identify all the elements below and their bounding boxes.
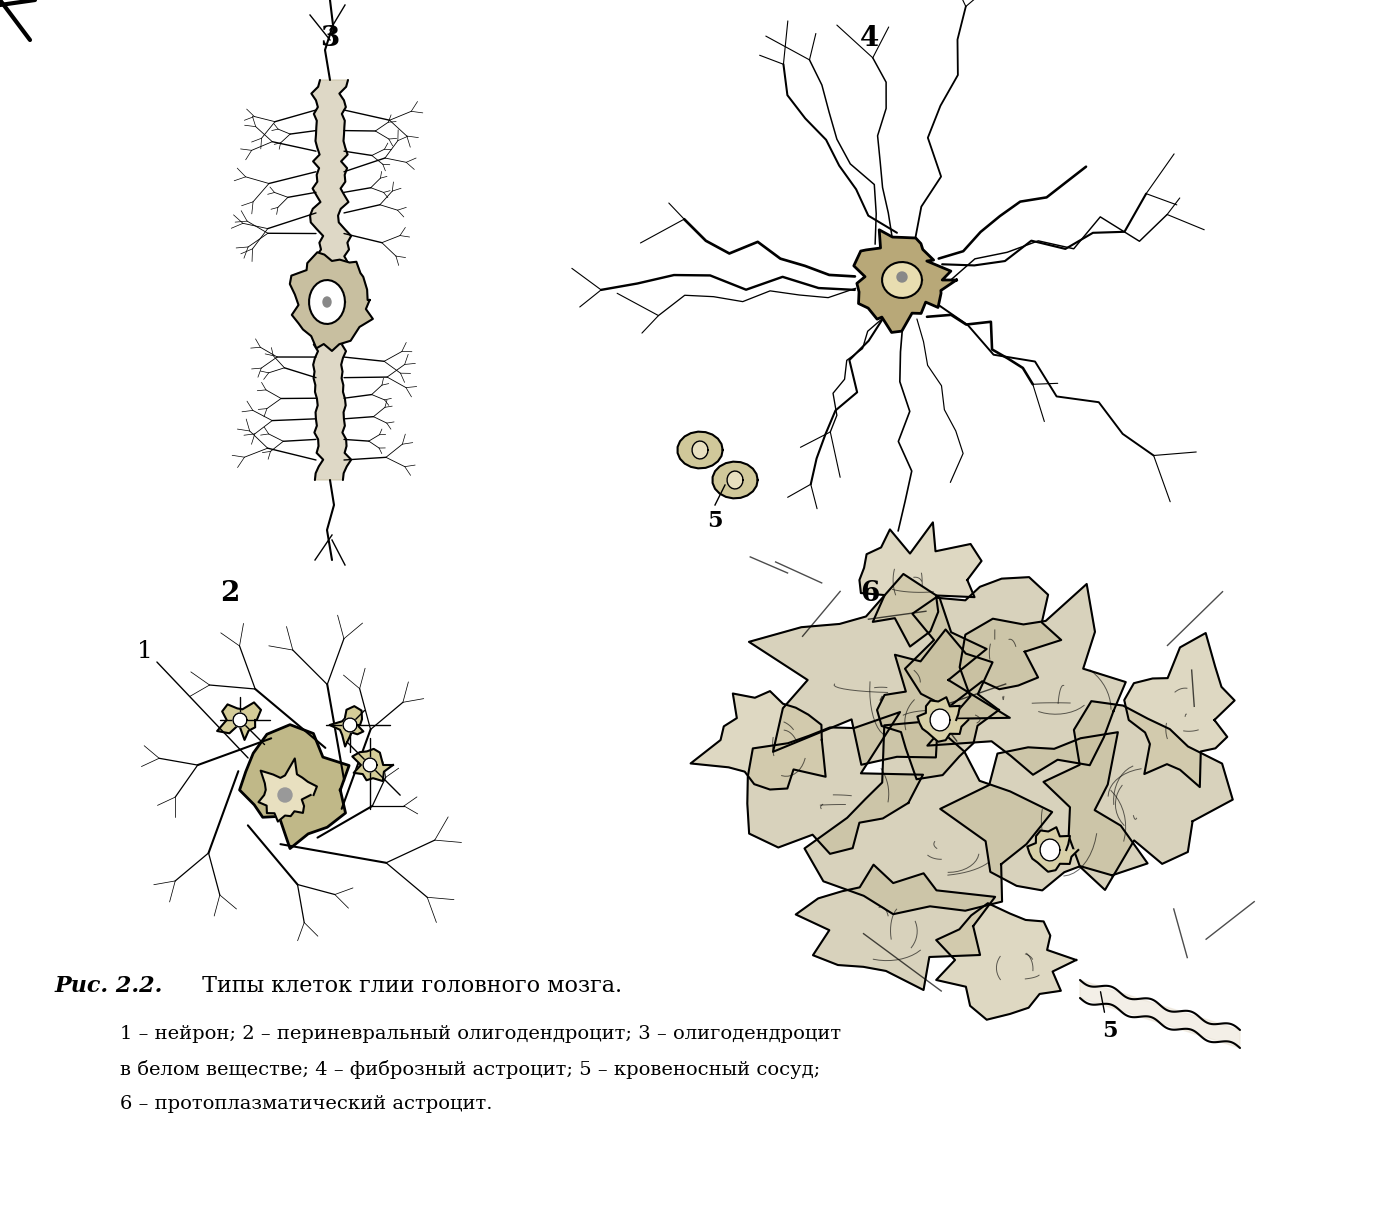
Text: в белом веществе; 4 – фиброзный астроцит; 5 – кровеносный сосуд;: в белом веществе; 4 – фиброзный астроцит…: [119, 1060, 820, 1079]
Polygon shape: [353, 748, 393, 781]
Text: 6 – протоплазматический астроцит.: 6 – протоплазматический астроцит.: [119, 1095, 493, 1113]
Polygon shape: [364, 758, 378, 771]
Polygon shape: [233, 713, 247, 727]
Polygon shape: [883, 262, 922, 298]
Polygon shape: [727, 471, 743, 489]
Polygon shape: [310, 280, 346, 323]
Polygon shape: [854, 229, 956, 332]
Polygon shape: [240, 724, 350, 849]
Polygon shape: [930, 709, 949, 731]
Polygon shape: [1044, 701, 1233, 890]
Polygon shape: [927, 584, 1126, 775]
Text: Типы клеток глии головного мозга.: Типы клеток глии головного мозга.: [194, 975, 622, 997]
Polygon shape: [310, 80, 351, 480]
Text: 1: 1: [137, 640, 153, 663]
Polygon shape: [1080, 980, 1239, 1048]
Polygon shape: [795, 864, 995, 990]
Text: 3: 3: [321, 25, 340, 52]
Text: 4: 4: [861, 25, 880, 52]
Text: 6: 6: [861, 581, 880, 607]
Polygon shape: [712, 461, 758, 498]
Polygon shape: [917, 698, 969, 742]
Polygon shape: [1124, 632, 1234, 787]
Polygon shape: [750, 575, 1010, 765]
Polygon shape: [747, 712, 923, 853]
Polygon shape: [936, 903, 1076, 1020]
Polygon shape: [940, 733, 1148, 891]
Polygon shape: [877, 630, 999, 780]
Polygon shape: [693, 441, 708, 459]
Text: 5: 5: [708, 511, 723, 532]
Polygon shape: [691, 692, 826, 789]
Circle shape: [278, 788, 291, 801]
Polygon shape: [905, 577, 1062, 707]
Polygon shape: [805, 721, 1052, 914]
Circle shape: [897, 272, 906, 282]
Text: 1 – нейрон; 2 – периневральный олигодендроцит; 3 – олигодендроцит: 1 – нейрон; 2 – периневральный олигоденд…: [119, 1025, 841, 1043]
Polygon shape: [859, 523, 981, 647]
Ellipse shape: [323, 297, 330, 307]
Polygon shape: [1027, 827, 1078, 871]
Polygon shape: [290, 252, 373, 351]
Polygon shape: [329, 706, 364, 746]
Text: 2: 2: [221, 581, 240, 607]
Polygon shape: [343, 718, 357, 731]
Polygon shape: [677, 432, 723, 468]
Polygon shape: [258, 758, 316, 822]
Polygon shape: [1040, 839, 1060, 861]
Polygon shape: [217, 702, 261, 740]
Text: 5: 5: [1102, 1020, 1117, 1042]
Text: Рис. 2.2.: Рис. 2.2.: [56, 975, 164, 997]
